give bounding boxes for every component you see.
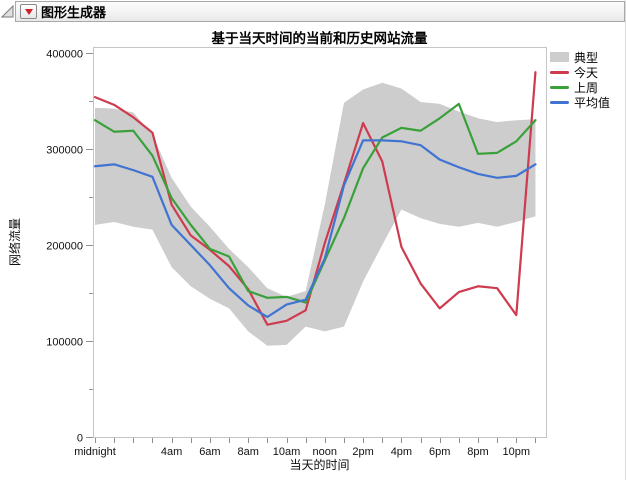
outline-header: 图形生成器 [15,1,625,22]
x-tick-label: 2pm [352,446,373,458]
x-tick-label: 10pm [503,446,531,458]
legend-label-typical: 典型 [574,50,599,65]
y-tick-label: 200000 [46,241,83,253]
disclosure-gutter [0,0,15,22]
typical-band [95,82,536,346]
series-line-average [93,139,537,319]
disclosure-triangle-icon[interactable] [1,4,14,18]
x-tick-label: 4pm [391,446,412,458]
x-tick-label: 8am [237,446,258,458]
x-tick-label: 6pm [429,446,450,458]
legend-item-today[interactable]: 今天 [550,65,610,80]
x-tick-label: 8pm [467,446,488,458]
chart-region: 基于当天时间的当前和历史网站流量 0 100000 200000 300000 4000… [0,22,625,480]
legend-item-average[interactable]: 平均值 [550,95,611,110]
legend-swatch-last-week [550,85,569,89]
x-tick-label: 10am [273,446,301,458]
red-triangle-menu-button[interactable] [20,4,37,19]
chart-title: 基于当天时间的当前和历史网站流量 [211,31,428,46]
legend-item-typical[interactable]: 典型 [550,50,610,65]
legend-swatch-today [550,70,569,74]
header-title: 图形生成器 [41,5,107,20]
y-tick-label: 300000 [46,145,83,157]
plot-frame [93,47,547,438]
legend-swatch-average [550,100,569,104]
plot-svg: 0 100000 200000 300000 400000 midnight 4am 6am 8… [7,47,547,472]
legend-item-last-week[interactable]: 上周 [550,80,610,95]
legend: 典型 今天 上周 平均值 [550,50,611,110]
x-axis-title: 当天的时间 [289,457,349,472]
legend-swatch-typical [550,52,569,62]
red-triangle-icon [24,8,33,15]
y-axis-title: 网络流量 [7,218,22,266]
legend-label-average: 平均值 [574,95,611,110]
x-tick-label: 4am [161,446,182,458]
y-tick-label: 100000 [46,337,83,349]
legend-label-last-week: 上周 [574,80,599,95]
x-tick-label: noon [313,446,337,458]
x-tick-label: 6am [199,446,220,458]
y-tick-label: 0 [77,433,83,445]
x-tick-label: midnight [74,446,116,458]
legend-label-today: 今天 [574,65,599,80]
y-tick-label: 400000 [46,49,83,61]
title-bar: 图形生成器 [0,0,625,22]
